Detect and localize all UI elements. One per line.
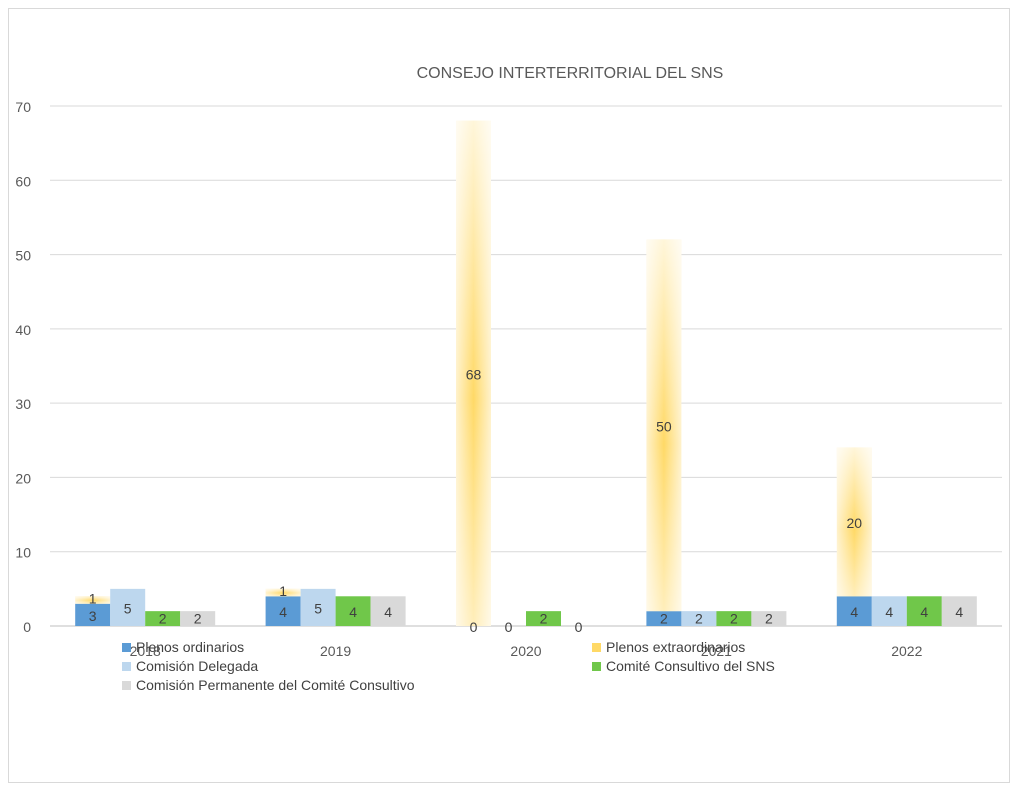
legend-label: Plenos ordinarios [136,639,245,655]
data-label: 2 [540,611,548,627]
bar-shade [836,447,872,597]
bar [75,603,111,626]
legend-swatch [122,681,131,690]
y-tick-label: 20 [15,470,31,486]
legend-item: Comisión Permanente del Comité Consultiv… [122,676,415,694]
data-label: 5 [314,600,322,616]
x-tick-label: 2020 [510,643,541,659]
bar [300,588,336,626]
data-label: 4 [850,604,858,620]
y-tick-label: 40 [15,322,31,338]
bar [646,611,682,626]
x-tick-label: 2021 [701,643,732,659]
y-tick-label: 70 [15,99,31,115]
data-label: 4 [349,604,357,620]
chart-title: CONSEJO INTERTERRITORIAL DEL SNS [417,65,724,82]
legend-label: Comisión Delegada [136,658,259,674]
chart-frame [8,8,1010,783]
data-label: 4 [885,604,893,620]
bar [526,611,561,626]
bar [681,611,717,626]
bar [335,596,371,626]
legend-item: Plenos extraordinarios [592,638,745,656]
data-label: 1 [279,583,287,599]
data-label: 4 [920,604,928,620]
data-label: 2 [695,611,703,627]
legend-item: Comité Consultivo del SNS [592,657,775,675]
legend-swatch [122,643,131,652]
bar-shade [456,120,491,626]
legend-label: Comisión Permanente del Comité Consultiv… [136,677,415,693]
data-label: 2 [765,611,773,627]
bar [110,588,146,626]
data-label: 0 [470,619,478,635]
y-tick-label: 50 [15,248,31,264]
data-label: 4 [279,604,287,620]
data-label: 4 [384,604,392,620]
bar [751,611,787,626]
bar-shade [75,596,111,604]
bar [145,611,181,626]
bar-shade [646,239,682,612]
bar [871,596,907,626]
data-label: 20 [847,515,863,531]
legend-swatch [122,662,131,671]
data-label: 68 [466,366,482,382]
legend-swatch [592,643,601,652]
data-label: 0 [505,619,513,635]
data-label: 3 [89,608,97,624]
bar [906,596,942,626]
x-tick-label: 2018 [130,643,161,659]
data-label: 50 [656,418,672,434]
legend-label: Comité Consultivo del SNS [606,658,775,674]
data-label: 1 [89,590,97,606]
bar [836,596,872,626]
x-tick-label: 2022 [891,643,922,659]
bar [180,611,216,626]
data-label: 0 [575,619,583,635]
y-tick-label: 60 [15,173,31,189]
bar [370,596,406,626]
data-label: 5 [124,600,132,616]
legend-label: Plenos extraordinarios [606,639,746,655]
legend-item: Plenos ordinarios [122,638,244,656]
bar-shade [265,588,301,597]
bar [265,596,301,626]
y-tick-label: 30 [15,396,31,412]
data-label: 2 [159,611,167,627]
data-label: 2 [194,611,202,627]
data-label: 2 [730,611,738,627]
y-tick-label: 0 [23,619,31,635]
legend-item: Comisión Delegada [122,657,258,675]
data-label: 2 [660,611,668,627]
data-label: 4 [955,604,963,620]
bar [716,611,752,626]
y-tick-label: 10 [15,545,31,561]
bar [941,596,977,626]
x-tick-label: 2019 [320,643,351,659]
legend-swatch [592,662,601,671]
